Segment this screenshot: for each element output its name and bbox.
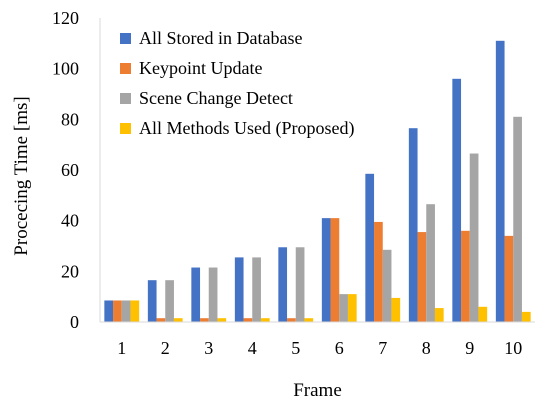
bar xyxy=(200,318,209,322)
x-tick-label: 9 xyxy=(465,338,474,358)
x-axis-ticks: 1 2 3 4 5 6 7 8 9 10 xyxy=(117,338,522,358)
y-axis-label: Procecing Time [ms] xyxy=(11,96,32,255)
x-tick-label: 6 xyxy=(335,338,344,358)
bar xyxy=(321,218,331,322)
bar xyxy=(330,218,340,322)
bar xyxy=(461,230,470,322)
bar xyxy=(243,318,253,322)
y-tick-label: 60 xyxy=(61,160,79,180)
x-tick-label: 1 xyxy=(117,338,126,358)
bar xyxy=(156,318,166,322)
bar xyxy=(208,267,218,322)
bar xyxy=(417,232,427,322)
bar xyxy=(287,318,296,322)
legend-label: Keypoint Update xyxy=(139,58,262,78)
bar xyxy=(104,300,114,322)
legend-label: Scene Change Detect xyxy=(139,88,293,108)
bar xyxy=(391,297,401,322)
bar xyxy=(478,306,488,322)
legend-swatch xyxy=(120,33,131,44)
bar xyxy=(347,294,357,322)
bar xyxy=(278,247,288,322)
x-tick-label: 5 xyxy=(291,338,300,358)
legend-label: All Stored in Database xyxy=(139,28,302,48)
x-tick-label: 4 xyxy=(248,338,257,358)
bar xyxy=(165,280,174,322)
bar xyxy=(365,173,375,322)
bar xyxy=(513,116,522,322)
bar xyxy=(504,235,514,322)
x-tick-label: 8 xyxy=(422,338,431,358)
bar xyxy=(130,300,140,322)
bar xyxy=(191,267,201,322)
bar xyxy=(295,247,305,322)
y-tick-label: 40 xyxy=(61,211,79,231)
bar xyxy=(469,153,479,322)
y-tick-label: 120 xyxy=(52,8,79,28)
bar xyxy=(426,204,435,322)
bar-series xyxy=(104,40,531,323)
y-tick-label: 0 xyxy=(70,312,79,332)
x-tick-label: 3 xyxy=(204,338,213,358)
legend-swatch xyxy=(120,93,131,104)
bar xyxy=(173,318,183,322)
x-tick-label: 2 xyxy=(161,338,170,358)
bar xyxy=(521,311,531,322)
bar xyxy=(339,294,348,322)
legend-label: All Methods Used (Proposed) xyxy=(139,118,354,139)
bar xyxy=(147,280,157,322)
x-axis-label: Frame xyxy=(293,380,342,401)
bar xyxy=(374,221,383,322)
y-tick-label: 80 xyxy=(61,109,79,129)
y-tick-label: 20 xyxy=(61,261,79,281)
bar xyxy=(452,78,462,322)
x-tick-label: 10 xyxy=(504,338,522,358)
bar xyxy=(304,318,314,322)
bar xyxy=(434,308,444,322)
bar xyxy=(113,300,122,322)
y-axis-ticks: 0 20 40 60 80 100 120 xyxy=(52,8,79,332)
bar xyxy=(252,257,261,322)
bar xyxy=(495,40,505,323)
x-tick-label: 7 xyxy=(378,338,387,358)
bar xyxy=(408,128,418,322)
bar xyxy=(260,318,270,322)
bar xyxy=(382,249,392,322)
bar xyxy=(217,318,227,322)
legend: All Stored in Database Keypoint Update Sce… xyxy=(120,28,354,139)
legend-swatch xyxy=(120,123,131,134)
y-tick-label: 100 xyxy=(52,59,79,79)
legend-swatch xyxy=(120,63,131,74)
bar xyxy=(121,300,131,322)
bar xyxy=(234,257,244,322)
